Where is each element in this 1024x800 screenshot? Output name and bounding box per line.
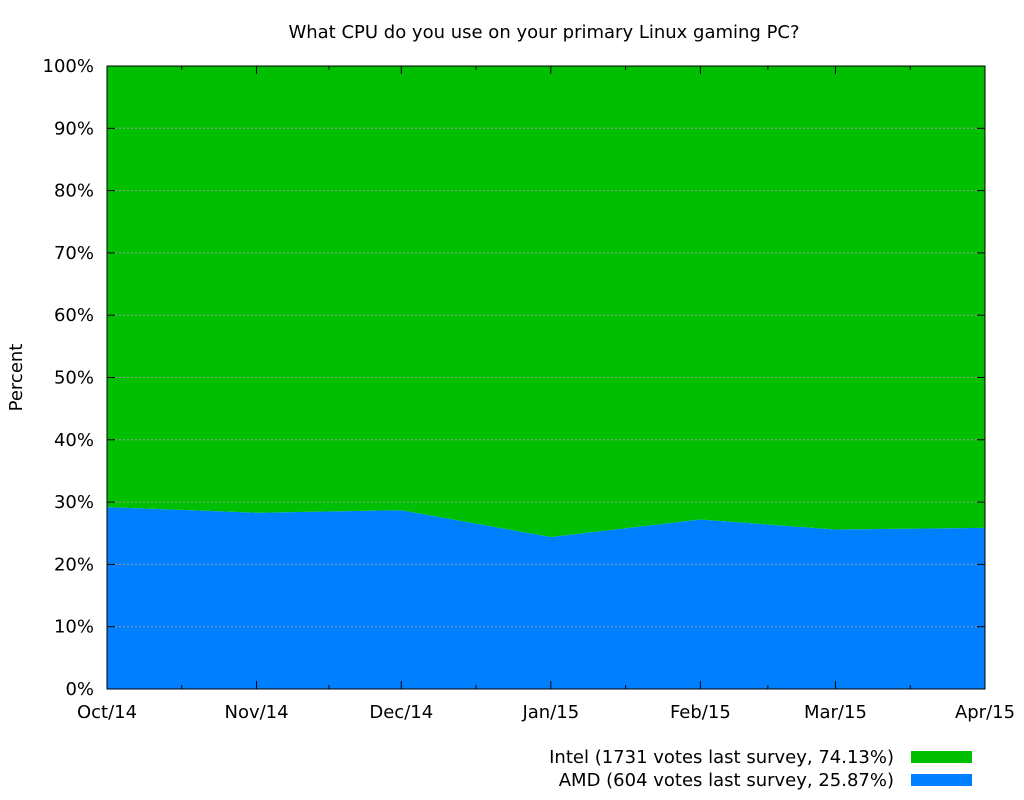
y-tick-label: 80% [54, 181, 94, 202]
y-tick-label: 0% [65, 679, 94, 700]
plot-area [107, 66, 985, 689]
x-tick-label: Mar/15 [804, 702, 867, 723]
axes: 0% 10% 20% 30% 40% 50% 60% 70% 80% 90% 100% Oct/14 N… [43, 56, 1016, 723]
y-tick-label: 50% [54, 368, 94, 389]
y-tick-label: 70% [54, 243, 94, 264]
x-tick-label: Dec/14 [369, 702, 433, 723]
y-tick-label: 20% [54, 554, 94, 575]
y-tick-label: 30% [54, 492, 94, 513]
legend-swatch-intel [911, 751, 972, 763]
y-tick-label: 90% [54, 118, 94, 139]
legend: Intel (1731 votes last survey, 74.13%)AM… [549, 747, 972, 791]
area-intel [107, 66, 985, 537]
y-tick-label: 40% [54, 430, 94, 451]
legend-label-amd: AMD (604 votes last survey, 25.87%) [559, 770, 894, 791]
x-tick-label: Feb/15 [670, 702, 731, 723]
legend-label-intel: Intel (1731 votes last survey, 74.13%) [549, 747, 894, 768]
chart-title: What CPU do you use on your primary Linu… [288, 22, 799, 43]
y-tick-label: 10% [54, 617, 94, 638]
x-tick-label: Oct/14 [77, 702, 137, 723]
x-tick-label: Nov/14 [224, 702, 288, 723]
x-tick-label: Jan/15 [521, 702, 579, 723]
y-tick-label: 100% [43, 56, 94, 77]
legend-swatch-amd [911, 774, 972, 786]
area-amd [107, 507, 985, 689]
y-axis-label: Percent [6, 344, 27, 412]
x-tick-label: Apr/15 [955, 702, 1015, 723]
y-tick-label: 60% [54, 305, 94, 326]
